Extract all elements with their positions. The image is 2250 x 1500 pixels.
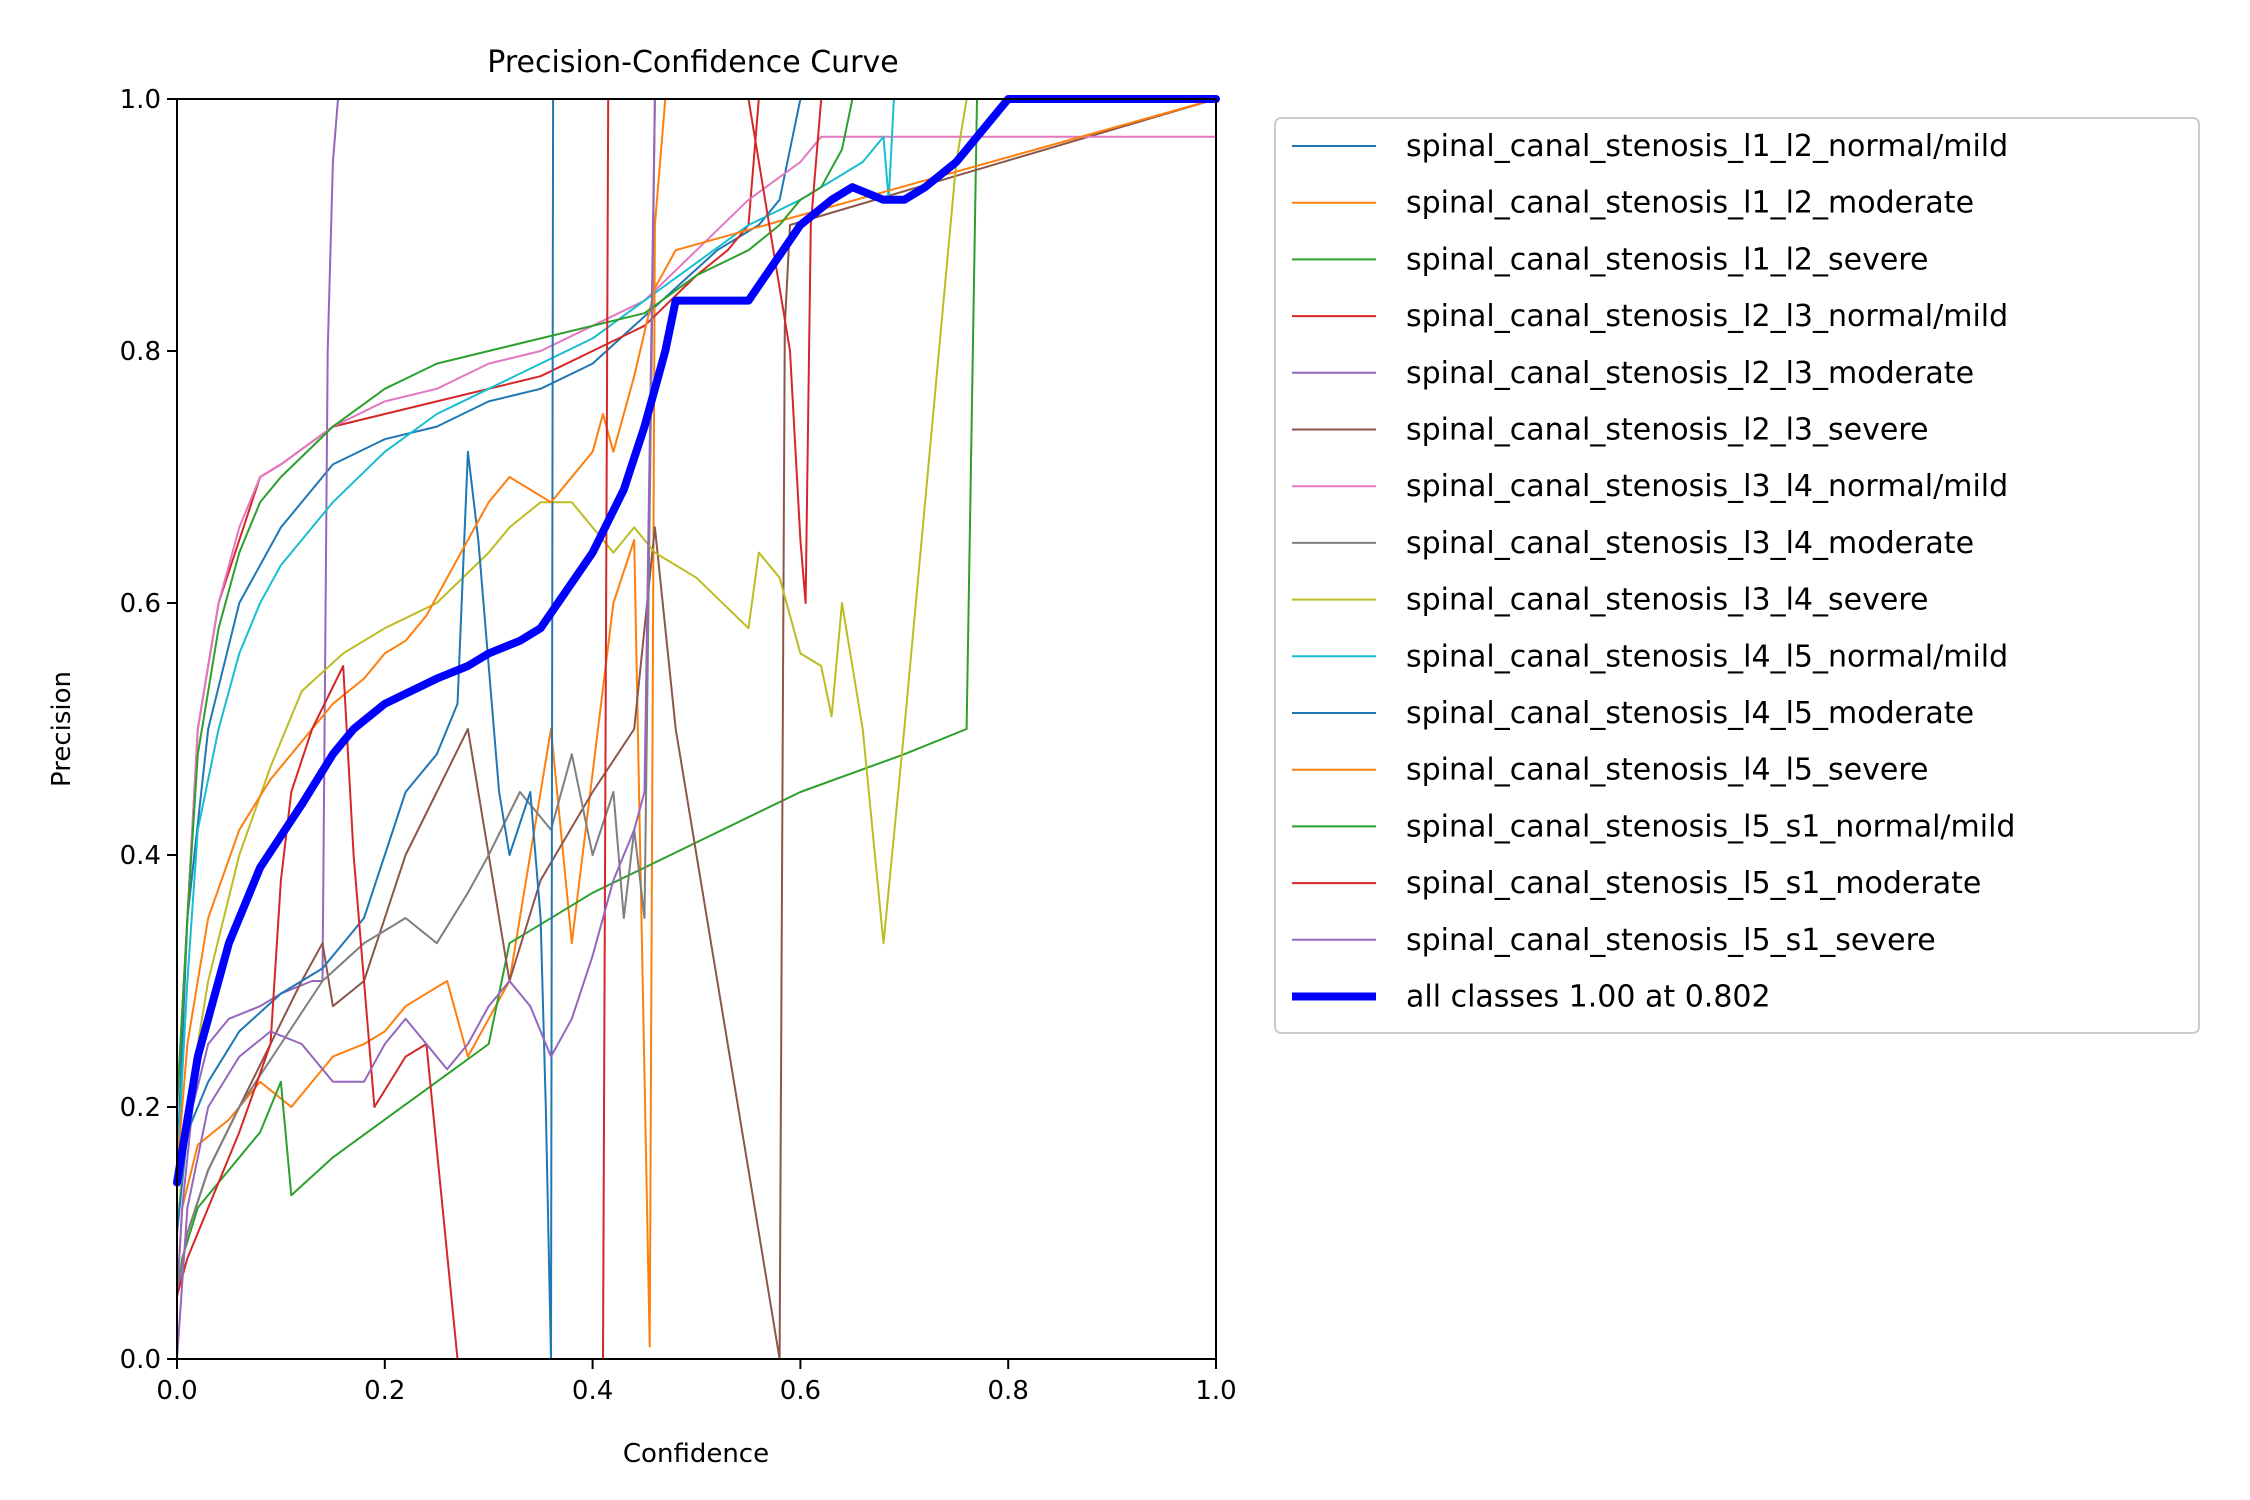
x-tick-label: 0.4 <box>572 1376 613 1406</box>
x-axis-ticks: 0.0 0.2 0.4 0.6 0.8 1.0 <box>156 1359 1237 1406</box>
legend-label-6: spinal_canal_stenosis_l2_l3_severe <box>1406 413 1928 448</box>
axes-frame <box>176 98 1217 1360</box>
y-tick-label: 1.0 <box>120 85 161 115</box>
series-line-11 <box>176 98 1217 1360</box>
series-line-9 <box>176 98 1217 1234</box>
legend-label-7: spinal_canal_stenosis_l3_l4_normal/mild <box>1406 469 2008 504</box>
legend-label-14: spinal_canal_stenosis_l5_s1_moderate <box>1406 866 1981 901</box>
x-tick-label: 0.8 <box>988 1376 1029 1406</box>
x-tick-label: 1.0 <box>1195 1376 1236 1406</box>
legend-label-15: spinal_canal_stenosis_l5_s1_severe <box>1406 923 1936 958</box>
legend-label-11: spinal_canal_stenosis_l4_l5_moderate <box>1406 696 1974 731</box>
legend-label-16: all classes 1.00 at 0.802 <box>1406 980 1771 1015</box>
y-axis-ticks: 0.0 0.2 0.4 0.6 0.8 1.0 <box>120 85 177 1375</box>
x-tick-label: 0.2 <box>364 1376 405 1406</box>
series-line-10 <box>176 98 1217 1171</box>
series-line-12 <box>176 98 1217 1171</box>
series-line-7 <box>176 135 1217 1108</box>
x-tick-label: 0.6 <box>780 1376 821 1406</box>
series-line-14 <box>176 98 1217 1360</box>
y-tick-label: 0.6 <box>120 589 161 619</box>
series-line-8 <box>176 98 1217 1297</box>
legend-label-3: spinal_canal_stenosis_l1_l2_severe <box>1406 242 1928 277</box>
legend-label-9: spinal_canal_stenosis_l3_l4_severe <box>1406 583 1928 618</box>
x-axis-label: Confidence <box>623 1439 769 1469</box>
y-tick-label: 0.4 <box>120 841 161 871</box>
legend-label-8: spinal_canal_stenosis_l3_l4_moderate <box>1406 526 1974 561</box>
legend: spinal_canal_stenosis_l1_l2_normal/milds… <box>1274 117 2200 1034</box>
legend-label-2: spinal_canal_stenosis_l1_l2_moderate <box>1406 186 1974 221</box>
legend-label-13: spinal_canal_stenosis_l5_s1_normal/mild <box>1406 809 2015 844</box>
y-tick-label: 0.0 <box>120 1345 161 1375</box>
series-line-2 <box>176 98 1217 1348</box>
legend-label-5: spinal_canal_stenosis_l2_l3_moderate <box>1406 356 1974 391</box>
legend-label-4: spinal_canal_stenosis_l2_l3_normal/mild <box>1406 299 2008 334</box>
series-line-5 <box>176 98 1217 1297</box>
series-line-6 <box>176 98 1217 1360</box>
y-tick-label: 0.8 <box>120 337 161 367</box>
series-line-3 <box>176 98 1217 1297</box>
plot-area <box>173 95 1220 1360</box>
legend-frame <box>1274 117 2200 1034</box>
y-axis-label: Precision <box>47 671 77 787</box>
y-tick-label: 0.2 <box>120 1093 161 1123</box>
legend-label-10: spinal_canal_stenosis_l4_l5_normal/mild <box>1406 639 2008 674</box>
x-tick-label: 0.0 <box>156 1376 197 1406</box>
chart-title: Precision-Confidence Curve <box>487 45 898 80</box>
legend-label-1: spinal_canal_stenosis_l1_l2_normal/mild <box>1406 129 2008 164</box>
series-line-13 <box>176 98 1217 1108</box>
series-line-16 <box>173 95 1220 1187</box>
legend-label-12: spinal_canal_stenosis_l4_l5_severe <box>1406 753 1928 788</box>
series-line-15 <box>176 98 1217 1360</box>
series-line-1 <box>176 98 1217 1171</box>
